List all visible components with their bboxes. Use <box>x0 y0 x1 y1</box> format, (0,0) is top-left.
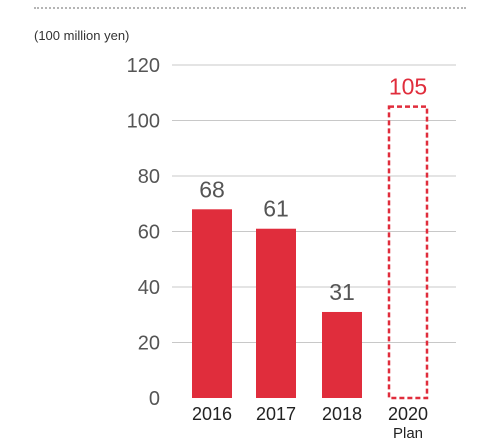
top-dotted-divider <box>34 7 466 9</box>
data-label: 105 <box>389 74 427 100</box>
x-category-label: 2016 <box>192 404 232 424</box>
x-category-label: 2018 <box>322 404 362 424</box>
data-label: 68 <box>199 176 225 202</box>
y-tick-label: 20 <box>138 333 160 355</box>
y-tick-label: 0 <box>149 388 160 410</box>
unit-label: (100 million yen) <box>34 28 130 43</box>
y-tick-label: 120 <box>127 55 160 77</box>
x-category-sublabel: Plan <box>393 425 423 441</box>
bar <box>322 311 362 398</box>
y-tick-label: 100 <box>127 111 160 133</box>
y-tick-label: 80 <box>138 166 160 188</box>
bar <box>192 209 232 398</box>
bar <box>256 228 296 398</box>
x-category-label: 2017 <box>256 404 296 424</box>
y-tick-label: 40 <box>138 277 160 299</box>
y-tick-label: 60 <box>138 222 160 244</box>
data-label: 31 <box>329 279 355 305</box>
x-category-label: 2020 <box>388 404 428 424</box>
data-label: 61 <box>263 196 289 222</box>
bar-plan <box>387 105 429 400</box>
